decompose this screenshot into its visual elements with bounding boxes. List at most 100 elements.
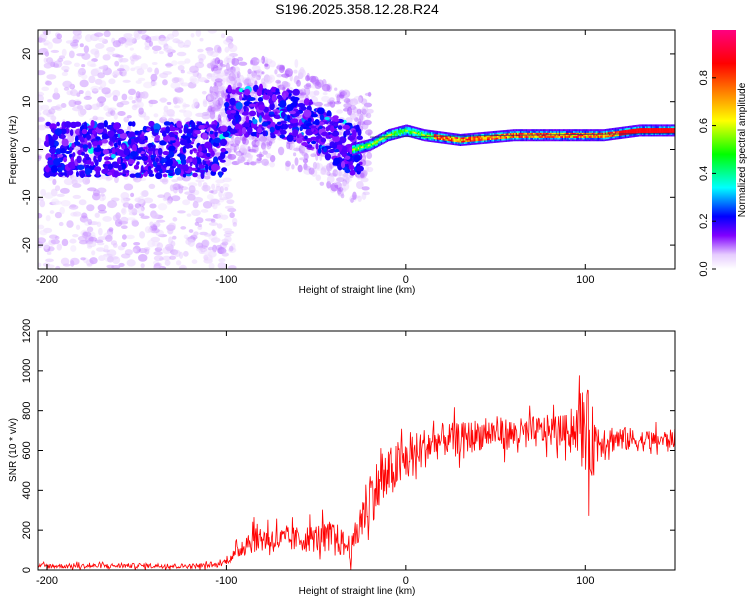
spectrogram-cell: [319, 181, 325, 186]
spectrogram-cell: [98, 255, 106, 262]
spectrogram-cell: [114, 60, 120, 67]
spectrogram-cell: [577, 135, 579, 138]
spectrogram-cell: [634, 135, 637, 138]
spectrogram-cell: [563, 134, 565, 137]
spectrogram-cell: [356, 142, 358, 145]
spectrogram-cell: [561, 130, 564, 133]
spectrogram-cell: [312, 121, 317, 125]
spectrogram-cell: [611, 134, 614, 137]
spectrogram-cell: [591, 130, 594, 133]
spectrogram-cell: [90, 48, 100, 55]
spectrogram-cell: [363, 140, 366, 143]
spectrogram-cell: [492, 132, 495, 135]
spectrogram-cell: [509, 132, 512, 135]
spectrogram-cell: [195, 217, 204, 224]
spectrogram-cell: [505, 139, 508, 142]
spectrogram-cell: [136, 68, 145, 76]
spectrogram-cell: [370, 143, 373, 146]
spectrogram-cell: [362, 191, 370, 196]
spectrogram-cell: [601, 137, 604, 140]
spectrogram-cell: [652, 131, 654, 134]
spectrogram-cell: [537, 137, 539, 140]
spectrogram-cell: [376, 136, 379, 139]
spectrogram-cell: [168, 222, 176, 230]
spectrogram-cell: [409, 133, 412, 136]
spectrogram-cell: [428, 129, 430, 132]
spectrogram-cell: [382, 133, 384, 136]
y-tick-label: 1200: [21, 319, 33, 343]
spectrogram-cell: [406, 126, 409, 129]
spectrogram-cell: [619, 130, 621, 133]
spectrogram-cell: [340, 161, 346, 169]
spectrogram-cell: [580, 129, 582, 132]
spectrogram-cell: [400, 134, 403, 137]
spectrogram-cell: [524, 129, 526, 132]
spectrogram-cell: [323, 147, 328, 153]
spectrogram-cell: [498, 137, 501, 140]
spectrogram-cell: [352, 143, 354, 146]
spectrogram-cell: [354, 146, 357, 149]
spectrogram-cell: [515, 135, 518, 138]
spectrogram-cell: [56, 193, 65, 197]
spectrogram-cell: [43, 62, 53, 69]
spectrogram-cell: [345, 129, 351, 136]
spectrogram-cell: [393, 132, 396, 135]
spectrogram-cell: [525, 132, 528, 135]
spectrogram-cell: [535, 137, 538, 140]
spectrogram-cell: [654, 127, 657, 130]
spectrogram-cell: [334, 101, 342, 105]
spectrogram-cell: [597, 132, 600, 135]
spectrogram-cell: [443, 141, 446, 144]
spectrogram-cell: [390, 138, 393, 141]
spectrogram-cell: [198, 169, 206, 173]
spectrogram-cell: [146, 67, 153, 73]
spectrogram-cell: [51, 198, 60, 206]
spectrogram-cell: [208, 222, 219, 226]
spectrogram-cell: [512, 129, 515, 132]
spectrogram-cell: [69, 129, 74, 137]
spectrogram-cell: [237, 155, 245, 164]
spectrogram-cell: [528, 137, 531, 140]
spectrogram-cell: [407, 135, 410, 138]
spectrogram-cell: [405, 126, 407, 129]
spectrogram-cell: [636, 131, 638, 134]
spectrogram-cell: [531, 130, 534, 133]
spectrogram-cell: [453, 143, 456, 146]
spectrogram-cell: [138, 107, 144, 115]
spectrogram-cell: [438, 132, 440, 135]
spectrogram-cell: [419, 136, 422, 139]
spectrogram-cell: [269, 126, 275, 133]
spectrogram-cell: [149, 203, 157, 209]
spectrogram-cell: [354, 151, 357, 154]
spectrogram-cell: [670, 134, 673, 137]
spectrogram-cell: [97, 96, 107, 104]
spectrogram-cell: [305, 138, 313, 143]
x-tick-label: 100: [576, 575, 594, 587]
spectrogram-cell: [220, 151, 226, 160]
spectrogram-cell: [195, 112, 205, 118]
spectrogram-cell: [177, 60, 187, 65]
spectrogram-cell: [667, 124, 670, 127]
spectrogram-cell: [494, 139, 496, 142]
spectrogram-cell: [126, 36, 136, 43]
spectrogram-cell: [370, 138, 373, 141]
spectrogram-cell: [537, 129, 539, 132]
spectrogram-cell: [382, 138, 384, 141]
spectrogram-cell: [518, 130, 521, 133]
spectrogram-cell: [547, 139, 549, 142]
spectrogram-cell: [410, 125, 413, 128]
spectrogram-cell: [317, 147, 322, 154]
spectrogram-cell: [663, 129, 666, 132]
spectrogram-cell: [126, 259, 136, 267]
spectrogram-cell: [567, 130, 569, 133]
spectrogram-cell: [372, 137, 374, 140]
spectrogram-cell: [630, 135, 633, 138]
spectrogram-cell: [610, 136, 613, 139]
spectrogram-cell: [96, 102, 101, 108]
spectrogram-cell: [352, 151, 354, 154]
spectrogram-cell: [423, 130, 426, 133]
spectrogram-cell: [195, 179, 205, 183]
spectrogram-cell: [319, 114, 325, 121]
spectrogram-cell: [374, 146, 377, 149]
spectrogram-cell: [72, 233, 79, 238]
